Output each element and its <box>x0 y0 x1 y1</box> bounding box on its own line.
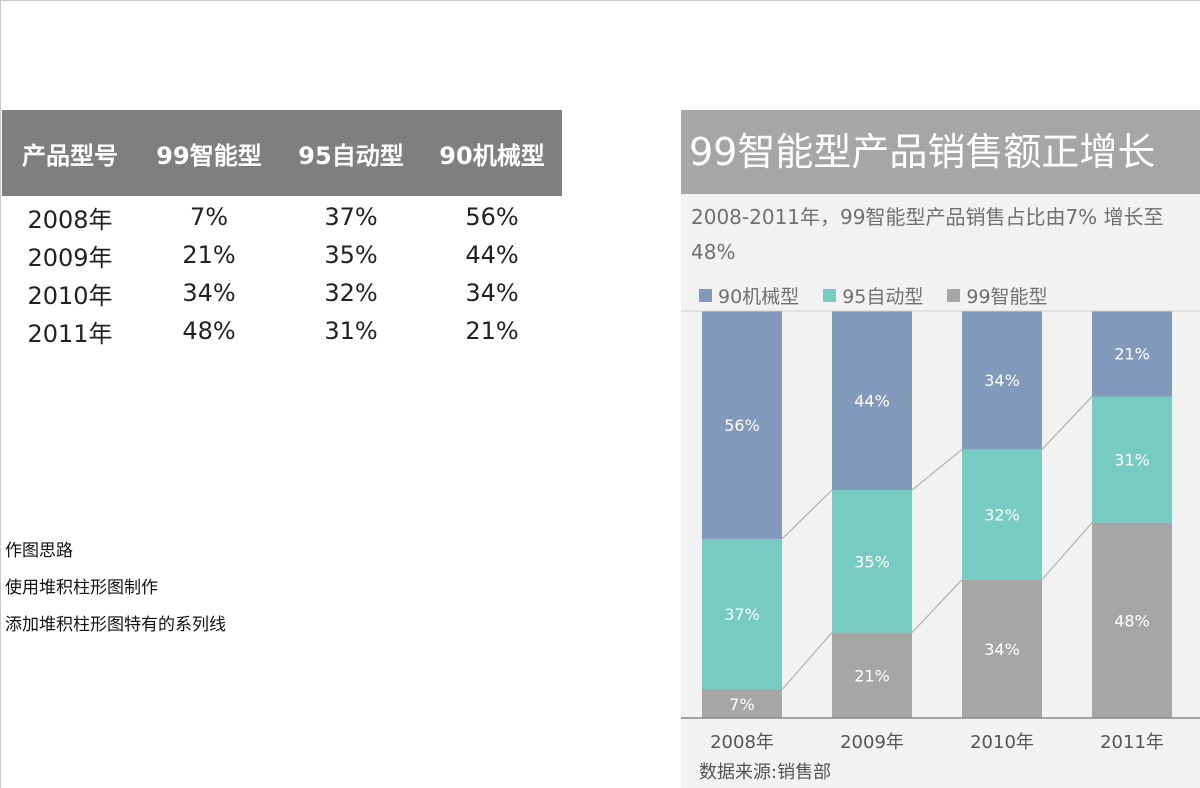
bar-segment <box>962 579 1042 718</box>
table-cell[interactable]: 34% <box>465 279 519 307</box>
series-line <box>1041 522 1093 581</box>
data-label: 31% <box>1114 451 1150 470</box>
x-tick-label: 2010年 <box>970 732 1034 753</box>
frame-left-border <box>0 0 1 788</box>
series-line <box>911 579 963 633</box>
table-row: 2011年 48% 31% 21% <box>2 312 562 350</box>
note-line[interactable]: 使用堆积柱形图制作 <box>5 578 158 598</box>
table-row: 2010年 34% 32% 34% <box>2 274 562 312</box>
table-cell[interactable]: 21% <box>465 317 519 345</box>
data-label: 21% <box>854 666 890 685</box>
note-line[interactable]: 添加堆积柱形图特有的系列线 <box>5 615 226 635</box>
data-label: 34% <box>984 640 1020 659</box>
legend-swatch <box>699 289 712 302</box>
data-label: 35% <box>854 552 890 571</box>
table-cell[interactable]: 7% <box>189 203 229 231</box>
data-label: 56% <box>724 416 760 435</box>
note-line[interactable]: 作图思路 <box>5 541 73 561</box>
table-cell[interactable]: 48% <box>182 317 236 345</box>
frame-top-border <box>0 0 1200 1</box>
bar-segment <box>962 449 1042 580</box>
chart-panel[interactable]: 99智能型产品销售额正增长 2008-2011年，99智能型产品销售占比由7% … <box>681 110 1200 788</box>
table-cell[interactable]: 44% <box>465 241 519 269</box>
legend-item[interactable]: 99智能型 <box>947 282 1048 309</box>
chart-legend: 90机械型 95自动型 99智能型 <box>699 282 1072 309</box>
legend-swatch <box>947 289 961 302</box>
table-cell[interactable]: 34% <box>182 279 236 307</box>
bar-segment <box>1092 311 1172 397</box>
table-cell[interactable]: 31% <box>324 317 378 345</box>
data-label: 7% <box>729 695 754 714</box>
x-tick-label: 2011年 <box>1100 732 1164 753</box>
table-cell[interactable]: 32% <box>324 279 378 307</box>
x-tick-label: 2008年 <box>710 732 774 753</box>
header-90[interactable]: 90机械型 <box>439 141 545 170</box>
table-cell[interactable]: 56% <box>465 203 519 231</box>
bar-segment <box>832 311 912 491</box>
x-tick-label: 2009年 <box>840 732 904 753</box>
bar-segment <box>702 689 782 718</box>
table-cell[interactable]: 2011年 <box>27 319 113 348</box>
legend-label: 95自动型 <box>842 286 924 308</box>
header-99[interactable]: 99智能型 <box>156 141 262 170</box>
bar-segment <box>1092 522 1172 718</box>
table-cell[interactable]: 2010年 <box>27 281 113 310</box>
series-line <box>911 448 963 491</box>
data-label: 34% <box>984 371 1020 390</box>
data-table: 产品型号 99智能型 95自动型 90机械型 2008年 7% 37% 56% … <box>2 110 562 350</box>
chart-title: 99智能型产品销售额正增长 <box>681 110 1200 194</box>
table-row: 2008年 7% 37% 56% <box>2 198 562 236</box>
legend-item[interactable]: 95自动型 <box>823 282 923 309</box>
bar-segment <box>832 490 912 633</box>
data-label: 32% <box>984 506 1020 525</box>
data-label: 21% <box>1114 345 1150 364</box>
header-95[interactable]: 95自动型 <box>298 141 404 170</box>
table-cell[interactable]: 35% <box>324 241 378 269</box>
chart-source: 数据来源:销售部 <box>699 762 832 783</box>
data-label: 37% <box>724 605 760 624</box>
notes-block: 作图思路 使用堆积柱形图制作 添加堆积柱形图特有的系列线 <box>5 538 226 649</box>
series-line <box>781 489 833 540</box>
table-cell[interactable]: 21% <box>182 241 236 269</box>
bar-segment <box>832 632 912 718</box>
chart-subtitle: 2008-2011年，99智能型产品销售占比由7% 增长至48% <box>691 205 1164 264</box>
legend-label: 99智能型 <box>966 286 1048 308</box>
table-cell[interactable]: 2009年 <box>27 243 113 272</box>
legend-item[interactable]: 90机械型 <box>699 282 799 309</box>
bar-segment <box>1092 396 1172 523</box>
data-label: 44% <box>854 392 890 411</box>
table-cell[interactable]: 37% <box>324 203 378 231</box>
data-label: 48% <box>1114 611 1150 630</box>
legend-label: 90机械型 <box>718 286 800 308</box>
stacked-bar-chart: 7% 37% 56% 2008年 21% 35% 44% 2009年 34% 32% 34% 2010… <box>681 310 1200 753</box>
bar-segment <box>702 311 782 539</box>
legend-swatch <box>823 289 837 302</box>
header-model[interactable]: 产品型号 <box>22 141 118 170</box>
bar-segment <box>702 538 782 690</box>
table-row: 2009年 21% 35% 44% <box>2 236 562 274</box>
table-header: 产品型号 99智能型 95自动型 90机械型 <box>2 110 562 196</box>
series-line <box>1041 396 1093 450</box>
table-cell[interactable]: 2008年 <box>27 205 113 234</box>
series-line <box>781 632 833 690</box>
bar-segment <box>962 311 1042 450</box>
